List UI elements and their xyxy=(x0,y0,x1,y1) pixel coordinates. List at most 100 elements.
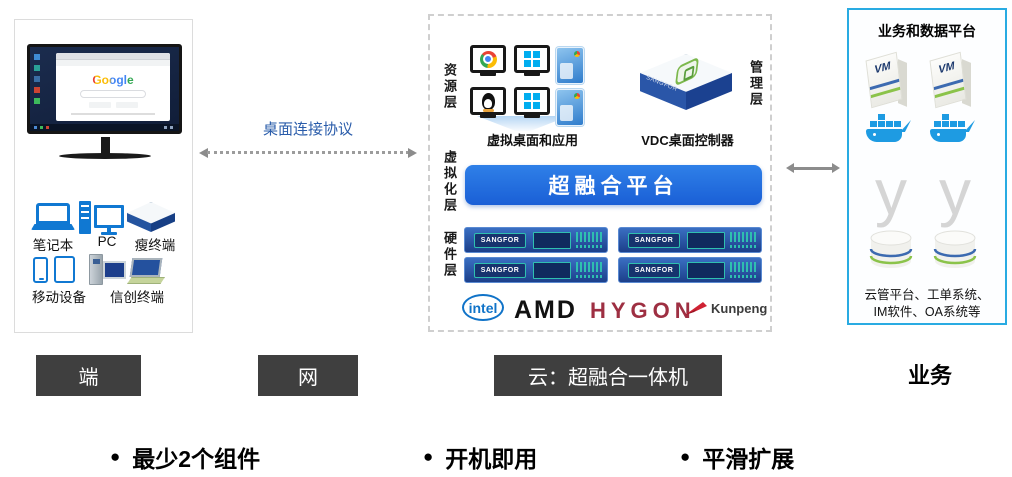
server-brand-label: SANGFOR xyxy=(628,233,680,248)
feature-text: 开机即用 xyxy=(445,446,538,472)
xc-monitor-icon xyxy=(103,261,126,279)
rack-leds xyxy=(576,245,602,248)
vdc-appliance: SANGFOR xyxy=(640,54,732,116)
app-screen-thumbnail-2 xyxy=(556,89,584,126)
feature-bullet: ● 平滑扩展 xyxy=(680,440,794,474)
rack-panel xyxy=(533,262,571,279)
device-label-pc: PC xyxy=(97,234,117,249)
chrome-icon xyxy=(479,50,497,68)
windows-icon xyxy=(524,93,540,109)
phone-icon xyxy=(33,257,48,283)
rack-leds xyxy=(576,275,602,278)
server-brand-label: SANGFOR xyxy=(628,263,680,278)
rack-leds xyxy=(730,275,756,278)
bullet-marker-icon: ● xyxy=(680,447,691,466)
search-box xyxy=(80,90,146,98)
amd-logo: AMD xyxy=(514,296,577,324)
app-screen-thumbnail xyxy=(556,47,584,84)
bottom-label-terminal: 端 xyxy=(36,355,141,396)
vm-label: VM xyxy=(937,59,956,77)
arrow-right-head-icon xyxy=(832,163,840,173)
server-brand-label: SANGFOR xyxy=(474,233,526,248)
server-rack: SANGFOR xyxy=(464,257,608,283)
layer-label-virtualization: 虚拟化层 xyxy=(442,150,457,214)
windows-desktop-icon xyxy=(514,45,550,73)
bottom-label-cloud: 云：超融合一体机 xyxy=(494,355,722,396)
pc-monitor-foot xyxy=(101,232,117,235)
tablet-icon xyxy=(54,256,75,283)
rack-slots xyxy=(730,232,756,242)
hci-platform-bar: 超融合平台 xyxy=(465,165,762,205)
vm-icon: VM xyxy=(865,51,911,109)
linux-icon xyxy=(481,92,495,112)
cloud-business-arrow xyxy=(786,163,840,175)
cloud-hci-panel: 资源层 管理层 虚拟化层 硬件层 虚拟桌面和应用 SANGFOR VDC桌面控制… xyxy=(428,14,772,332)
vm-icon: VM xyxy=(929,51,975,109)
virtual-desktop-label: 虚拟桌面和应用 xyxy=(486,133,578,148)
xc-tower-icon xyxy=(89,254,103,285)
feature-text: 平滑扩展 xyxy=(702,446,795,472)
taskbar xyxy=(30,124,179,131)
business-apps-caption: 云管平台、工单系统、 IM软件、OA系统等 xyxy=(849,287,1005,321)
pc-monitor-icon xyxy=(94,205,124,235)
google-logo: Google xyxy=(56,73,170,87)
chrome-desktop-icon xyxy=(470,45,506,73)
kunpeng-arrow-icon xyxy=(685,302,707,315)
database-icon xyxy=(933,230,977,272)
server-brand-label: SANGFOR xyxy=(474,263,526,278)
monitor-stand-base xyxy=(59,153,151,159)
business-data-panel: 业务和数据平台 VM VM y y 云管平台、工单系统、 IM软件、OA系统等 xyxy=(847,8,1007,325)
thin-terminal-icon xyxy=(127,202,175,234)
app-glyph: y xyxy=(875,156,907,228)
laptop-icon xyxy=(31,203,75,230)
rack-slots xyxy=(576,262,602,272)
lucky-button xyxy=(115,102,138,108)
device-label-xinchuang: 信创终端 xyxy=(110,290,164,305)
pc-monitor-screen xyxy=(94,205,124,228)
rack-leds xyxy=(730,245,756,248)
rack-panel xyxy=(533,232,571,249)
intel-logo: intel xyxy=(462,294,504,321)
kunpeng-logo: Kunpeng xyxy=(684,300,767,317)
vm-label: VM xyxy=(873,59,892,77)
layer-label-management: 管理层 xyxy=(748,60,763,108)
database-icon xyxy=(869,230,913,272)
feature-bullet: ● 开机即用 xyxy=(423,440,537,474)
device-label-laptop: 笔记本 xyxy=(32,238,74,253)
pc-monitor-stand xyxy=(107,228,111,232)
caption-line-1: 云管平台、工单系统、 xyxy=(864,288,990,302)
search-button xyxy=(88,102,111,108)
browser-window: Google xyxy=(56,53,170,121)
monitor-stand-neck xyxy=(101,137,110,154)
vdc-controller-label: VDC桌面控制器 xyxy=(641,133,734,148)
desktop-monitor: Google xyxy=(27,44,182,134)
docker-icon xyxy=(865,112,911,152)
hygon-logo: HYGON xyxy=(590,298,696,323)
laptop-base xyxy=(31,224,75,230)
feature-bullet: ● 最少2个组件 xyxy=(110,440,260,474)
xc-laptop-keyboard-icon xyxy=(127,277,165,284)
server-rack: SANGFOR xyxy=(464,227,608,253)
bullet-marker-icon: ● xyxy=(423,447,434,466)
dotted-line xyxy=(207,151,409,154)
caption-line-2: IM软件、OA系统等 xyxy=(873,305,981,319)
feature-text: 最少2个组件 xyxy=(132,446,261,472)
server-rack: SANGFOR xyxy=(618,257,762,283)
linux-desktop-icon xyxy=(470,87,506,115)
solid-line xyxy=(792,167,834,170)
browser-tab-bar xyxy=(56,53,170,60)
bottom-label-network: 网 xyxy=(258,355,358,396)
bullet-marker-icon: ● xyxy=(110,447,121,466)
vm-box-face: VM xyxy=(865,51,903,109)
bottom-label-business: 业务 xyxy=(907,363,952,388)
business-panel-title: 业务和数据平台 xyxy=(878,23,976,39)
desktop-protocol-label: 桌面连接协议 xyxy=(262,121,353,138)
laptop-screen xyxy=(36,203,70,224)
rack-slots xyxy=(730,262,756,272)
rack-panel xyxy=(687,232,725,249)
layer-label-hardware: 硬件层 xyxy=(442,231,457,279)
browser-address-bar xyxy=(56,60,170,66)
docker-icon xyxy=(929,112,975,152)
footer-text-line xyxy=(71,113,155,115)
xc-laptop-screen-icon xyxy=(129,258,163,277)
